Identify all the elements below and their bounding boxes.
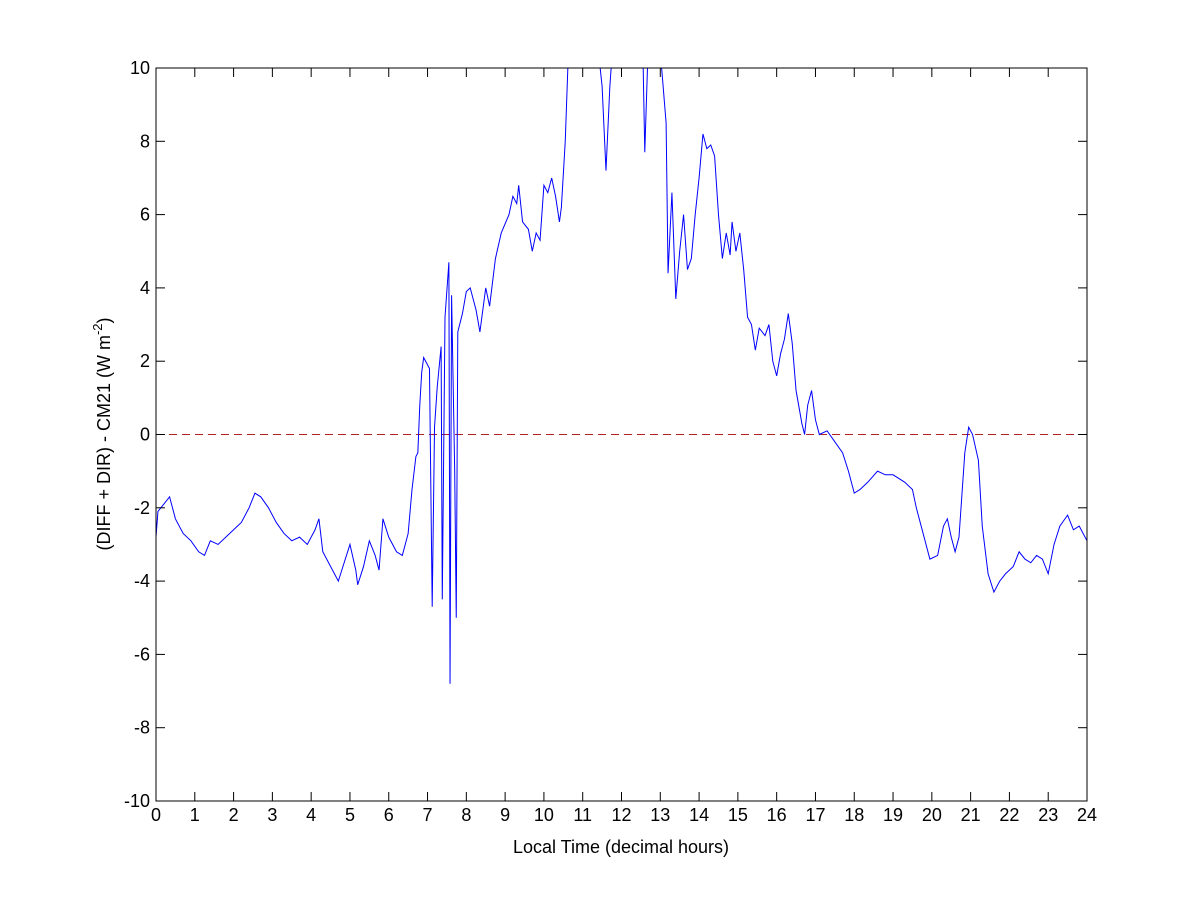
x-tick-label: 2 bbox=[229, 805, 239, 825]
x-tick-label: 17 bbox=[805, 805, 825, 825]
x-tick-label: 14 bbox=[689, 805, 709, 825]
y-tick-label: -4 bbox=[134, 571, 150, 591]
y-tick-label: 2 bbox=[140, 351, 150, 371]
y-tick-label: -6 bbox=[134, 644, 150, 664]
x-tick-label: 9 bbox=[500, 805, 510, 825]
x-tick-label: 10 bbox=[534, 805, 554, 825]
x-tick-label: 13 bbox=[650, 805, 670, 825]
x-tick-label: 7 bbox=[423, 805, 433, 825]
x-tick-label: 0 bbox=[151, 805, 161, 825]
y-axis-label-text: (DIFF + DIR) - CM21 (W m bbox=[94, 335, 114, 550]
y-axis-label: (DIFF + DIR) - CM21 (W m-2) bbox=[90, 317, 114, 550]
y-axis-label-suffix: ) bbox=[94, 317, 114, 323]
x-tick-label: 4 bbox=[306, 805, 316, 825]
x-tick-label: 18 bbox=[844, 805, 864, 825]
x-tick-label: 11 bbox=[573, 805, 592, 825]
y-tick-label: 8 bbox=[140, 131, 150, 151]
y-axis-label-superscript: -2 bbox=[90, 323, 105, 335]
y-tick-label: 4 bbox=[140, 278, 150, 298]
x-tick-label: 24 bbox=[1077, 805, 1097, 825]
y-tick-label: 6 bbox=[140, 205, 150, 225]
y-tick-label: 0 bbox=[140, 425, 150, 445]
x-tick-label: 1 bbox=[190, 805, 200, 825]
x-tick-label: 16 bbox=[767, 805, 787, 825]
x-tick-label: 12 bbox=[611, 805, 631, 825]
y-tick-label: 10 bbox=[130, 58, 150, 78]
x-tick-label: 5 bbox=[345, 805, 355, 825]
x-tick-label: 23 bbox=[1038, 805, 1058, 825]
x-tick-label: 19 bbox=[883, 805, 903, 825]
x-tick-label: 8 bbox=[461, 805, 471, 825]
x-tick-label: 3 bbox=[267, 805, 277, 825]
y-tick-label: -8 bbox=[134, 718, 150, 738]
x-tick-label: 22 bbox=[999, 805, 1019, 825]
y-tick-label: -10 bbox=[124, 791, 150, 811]
x-tick-label: 6 bbox=[384, 805, 394, 825]
x-tick-label: 21 bbox=[961, 805, 981, 825]
series-group bbox=[156, 68, 1087, 684]
plot-area bbox=[156, 68, 1087, 801]
y-tick-label: -2 bbox=[134, 498, 150, 518]
x-tick-label: 15 bbox=[728, 805, 748, 825]
x-tick-label: 20 bbox=[922, 805, 942, 825]
data-line bbox=[156, 68, 1087, 684]
x-axis-label: Local Time (decimal hours) bbox=[513, 837, 729, 857]
